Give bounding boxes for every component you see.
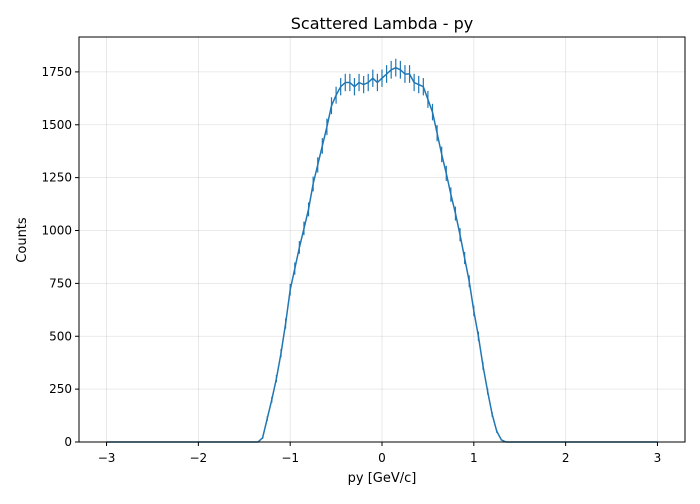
- x-tick-label: −2: [190, 451, 208, 465]
- y-tick-label: 1250: [41, 171, 72, 185]
- y-tick-label: 0: [64, 435, 72, 449]
- y-tick-label: 1000: [41, 224, 72, 238]
- y-tick-label: 250: [49, 382, 72, 396]
- x-tick-label: 1: [470, 451, 478, 465]
- x-tick-label: 0: [378, 451, 386, 465]
- y-tick-label: 1500: [41, 118, 72, 132]
- x-axis-label: py [GeV/c]: [348, 471, 417, 486]
- x-tick-label: −3: [98, 451, 116, 465]
- y-tick-label: 500: [49, 329, 72, 343]
- x-tick-label: −1: [281, 451, 299, 465]
- chart-title: Scattered Lambda - py: [291, 14, 473, 33]
- y-axis-label: Counts: [15, 217, 30, 263]
- y-axis-ticks: 0 250 500 750 1000 1250 1500 1750: [41, 65, 79, 449]
- y-tick-label: 750: [49, 276, 72, 290]
- y-tick-label: 1750: [41, 65, 72, 79]
- x-tick-label: 3: [654, 451, 662, 465]
- x-tick-label: 2: [562, 451, 570, 465]
- data-layer: [106, 58, 658, 443]
- x-axis-ticks: −3 −2 −1 0 1 2 3: [98, 442, 662, 465]
